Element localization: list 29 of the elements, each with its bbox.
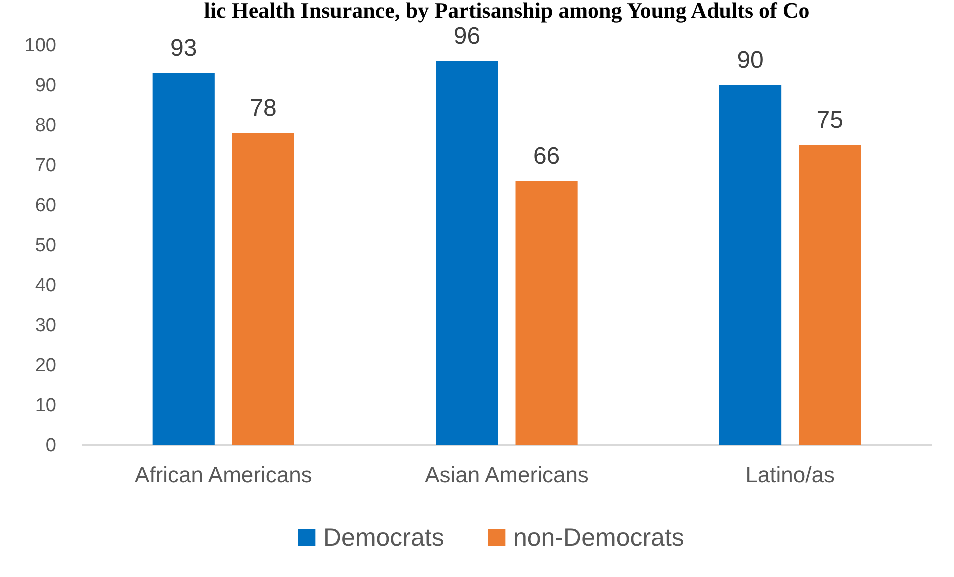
x-tick-label: Asian Americans — [425, 462, 589, 488]
data-label: 96 — [454, 23, 481, 50]
data-label: 78 — [250, 95, 277, 122]
bar — [720, 85, 782, 445]
y-tick-label: 100 — [24, 36, 56, 56]
y-tick-label: 30 — [35, 316, 56, 336]
legend-label: non-Democrats — [514, 524, 684, 552]
y-tick-label: 20 — [35, 356, 56, 376]
y-tick-label: 0 — [46, 436, 56, 456]
y-tick-label: 70 — [35, 156, 56, 176]
bar — [152, 73, 215, 445]
legend-label: Democrats — [324, 524, 444, 552]
bar — [799, 145, 862, 445]
x-tick-label: Latino/as — [746, 462, 835, 488]
y-tick-label: 60 — [35, 196, 56, 216]
y-tick-label: 40 — [35, 276, 56, 296]
bar — [516, 181, 578, 445]
x-tick-label: African Americans — [135, 462, 312, 488]
data-label: 90 — [737, 47, 764, 74]
y-tick-label: 10 — [35, 396, 56, 416]
chart-title: lic Health Insurance, by Partisanship among Young Adults of Co — [204, 0, 810, 23]
data-label: 75 — [816, 107, 844, 134]
y-tick-label: 50 — [35, 236, 56, 256]
bar — [232, 133, 294, 445]
y-tick-label: 80 — [35, 116, 56, 136]
bar — [436, 61, 498, 445]
data-label: 93 — [170, 35, 198, 62]
data-label: 66 — [533, 143, 560, 170]
y-tick-label: 90 — [35, 76, 56, 96]
